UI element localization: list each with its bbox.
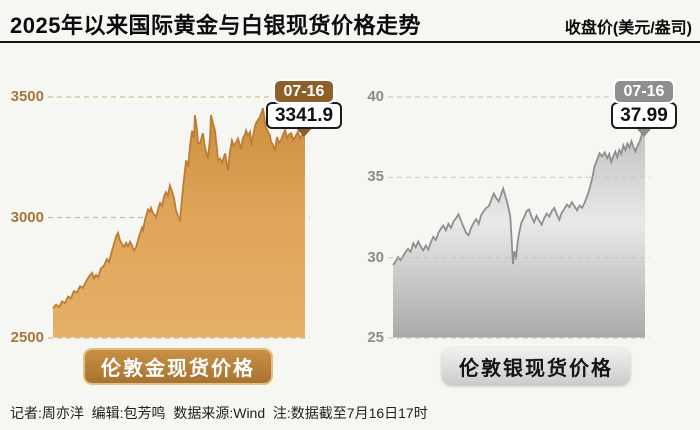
gold-callout-value-box: 3341.9: [265, 102, 343, 129]
london-gold-spot-area: [53, 108, 305, 338]
gold-series-tag: 伦敦金现货价格: [83, 348, 273, 385]
credits-line: 记者:周亦洋 编辑:包芳鸣 数据来源:Wind 注:数据截至7月16日17时: [10, 405, 428, 421]
page-title: 2025年以来国际黄金与白银现货价格走势: [10, 13, 421, 38]
london-gold-spot-line: [52, 107, 305, 309]
silver-callout-date-badge: 07-16: [612, 79, 676, 104]
gold-chart-panel: 3500 3000 2500: [8, 88, 312, 346]
y-axis-label: 3500: [10, 88, 44, 105]
gold-callout-date-badge: 07-16: [272, 79, 336, 104]
y-axis-label: 40: [367, 88, 384, 105]
gold-area-chart: [48, 96, 310, 339]
silver-area-chart: [388, 96, 650, 339]
silver-series-tag: 伦敦银现货价格: [442, 348, 630, 385]
y-axis-label: 35: [367, 168, 384, 186]
y-axis-label: 3000: [10, 208, 44, 226]
silver-callout-arrow-icon: [636, 128, 652, 137]
y-axis-label: 30: [367, 248, 384, 266]
gold-callout-arrow-icon: [296, 128, 312, 137]
gold-callout: 07-16 3341.9: [262, 79, 346, 137]
header-divider: [0, 41, 700, 43]
y-axis-label: 25: [367, 329, 384, 346]
london-silver-spot-area: [393, 127, 645, 338]
unit-label: 收盘价(美元/盎司): [564, 20, 692, 37]
silver-callout: 07-16 37.99: [602, 79, 686, 137]
y-axis-label: 2500: [10, 329, 44, 346]
london-silver-spot-line: [392, 125, 646, 266]
silver-callout-value-box: 37.99: [611, 102, 677, 129]
silver-chart-panel: 40 35 30 25: [348, 88, 652, 346]
